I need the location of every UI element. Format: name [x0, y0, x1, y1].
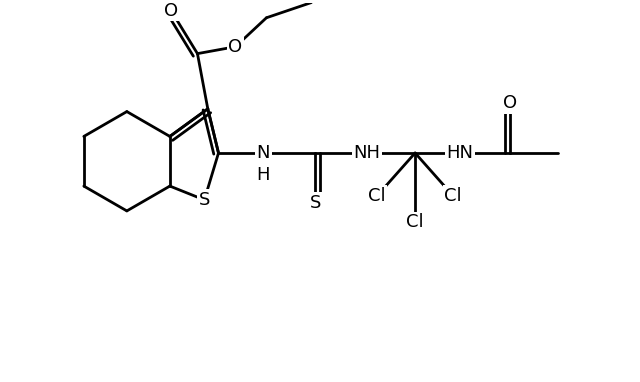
Text: NH: NH [353, 144, 380, 162]
Text: O: O [502, 94, 516, 112]
Text: H: H [257, 166, 270, 184]
Text: O: O [164, 2, 179, 20]
Text: S: S [198, 191, 210, 209]
Text: N: N [257, 144, 270, 162]
Text: Cl: Cl [444, 187, 462, 205]
Text: S: S [309, 194, 321, 212]
Text: Cl: Cl [406, 213, 424, 231]
Text: HN: HN [447, 144, 474, 162]
Text: Cl: Cl [369, 187, 386, 205]
Text: O: O [228, 38, 243, 56]
